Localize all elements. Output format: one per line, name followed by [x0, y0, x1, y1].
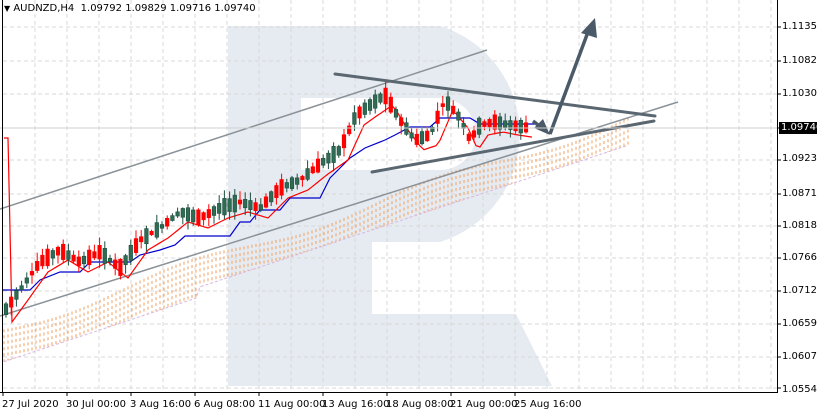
- low-value: 1.09716: [169, 3, 212, 14]
- forecast-arrow: [531, 18, 597, 135]
- grid-lines: [3, 0, 777, 392]
- y-label: 1.06595: [782, 318, 817, 329]
- y-label: 1.06070: [782, 351, 817, 362]
- x-label: 18 Aug 08:00: [386, 399, 454, 410]
- y-label: 1.10825: [782, 55, 817, 66]
- y-label: 1.07120: [782, 285, 817, 296]
- x-label: 11 Aug 00:00: [258, 399, 326, 410]
- triangle-pattern: [333, 72, 657, 174]
- current-price-label: 1.09740: [779, 122, 817, 134]
- symbol-label: AUDNZD,H4: [13, 3, 75, 14]
- y-label: 1.05545: [782, 384, 817, 395]
- y-label: 1.11350: [782, 21, 817, 32]
- x-label: 13 Aug 16:00: [322, 399, 390, 410]
- y-label: 1.08185: [782, 220, 817, 231]
- open-value: 1.09792: [80, 3, 123, 14]
- close-value: 1.09740: [214, 3, 256, 14]
- tenkan-sen-line: [4, 104, 533, 324]
- y-label: 1.10300: [782, 88, 817, 99]
- x-label: 21 Aug 00:00: [450, 399, 518, 410]
- candlesticks: [3, 81, 529, 318]
- axes: [0, 0, 778, 393]
- x-label: 6 Aug 08:00: [194, 399, 256, 410]
- x-label: 3 Aug 16:00: [130, 399, 192, 410]
- y-label: 1.09235: [782, 153, 817, 164]
- x-label: 30 Jul 00:00: [66, 399, 126, 410]
- watermark-logo: [228, 26, 552, 386]
- triangle-down-icon[interactable]: ▼: [4, 4, 11, 13]
- x-label: 27 Jul 2020: [2, 399, 59, 410]
- x-axis-ticks: [2, 392, 516, 396]
- x-label: 25 Aug 16:00: [514, 399, 582, 410]
- symbol-header: ▼ AUDNZD,H4 1.09792 1.09829 1.09716 1.09…: [4, 3, 256, 14]
- y-label: 1.08710: [782, 188, 817, 199]
- high-value: 1.09829: [125, 3, 167, 14]
- y-label: 1.07660: [782, 252, 817, 263]
- ichimoku-cloud: [3, 117, 629, 363]
